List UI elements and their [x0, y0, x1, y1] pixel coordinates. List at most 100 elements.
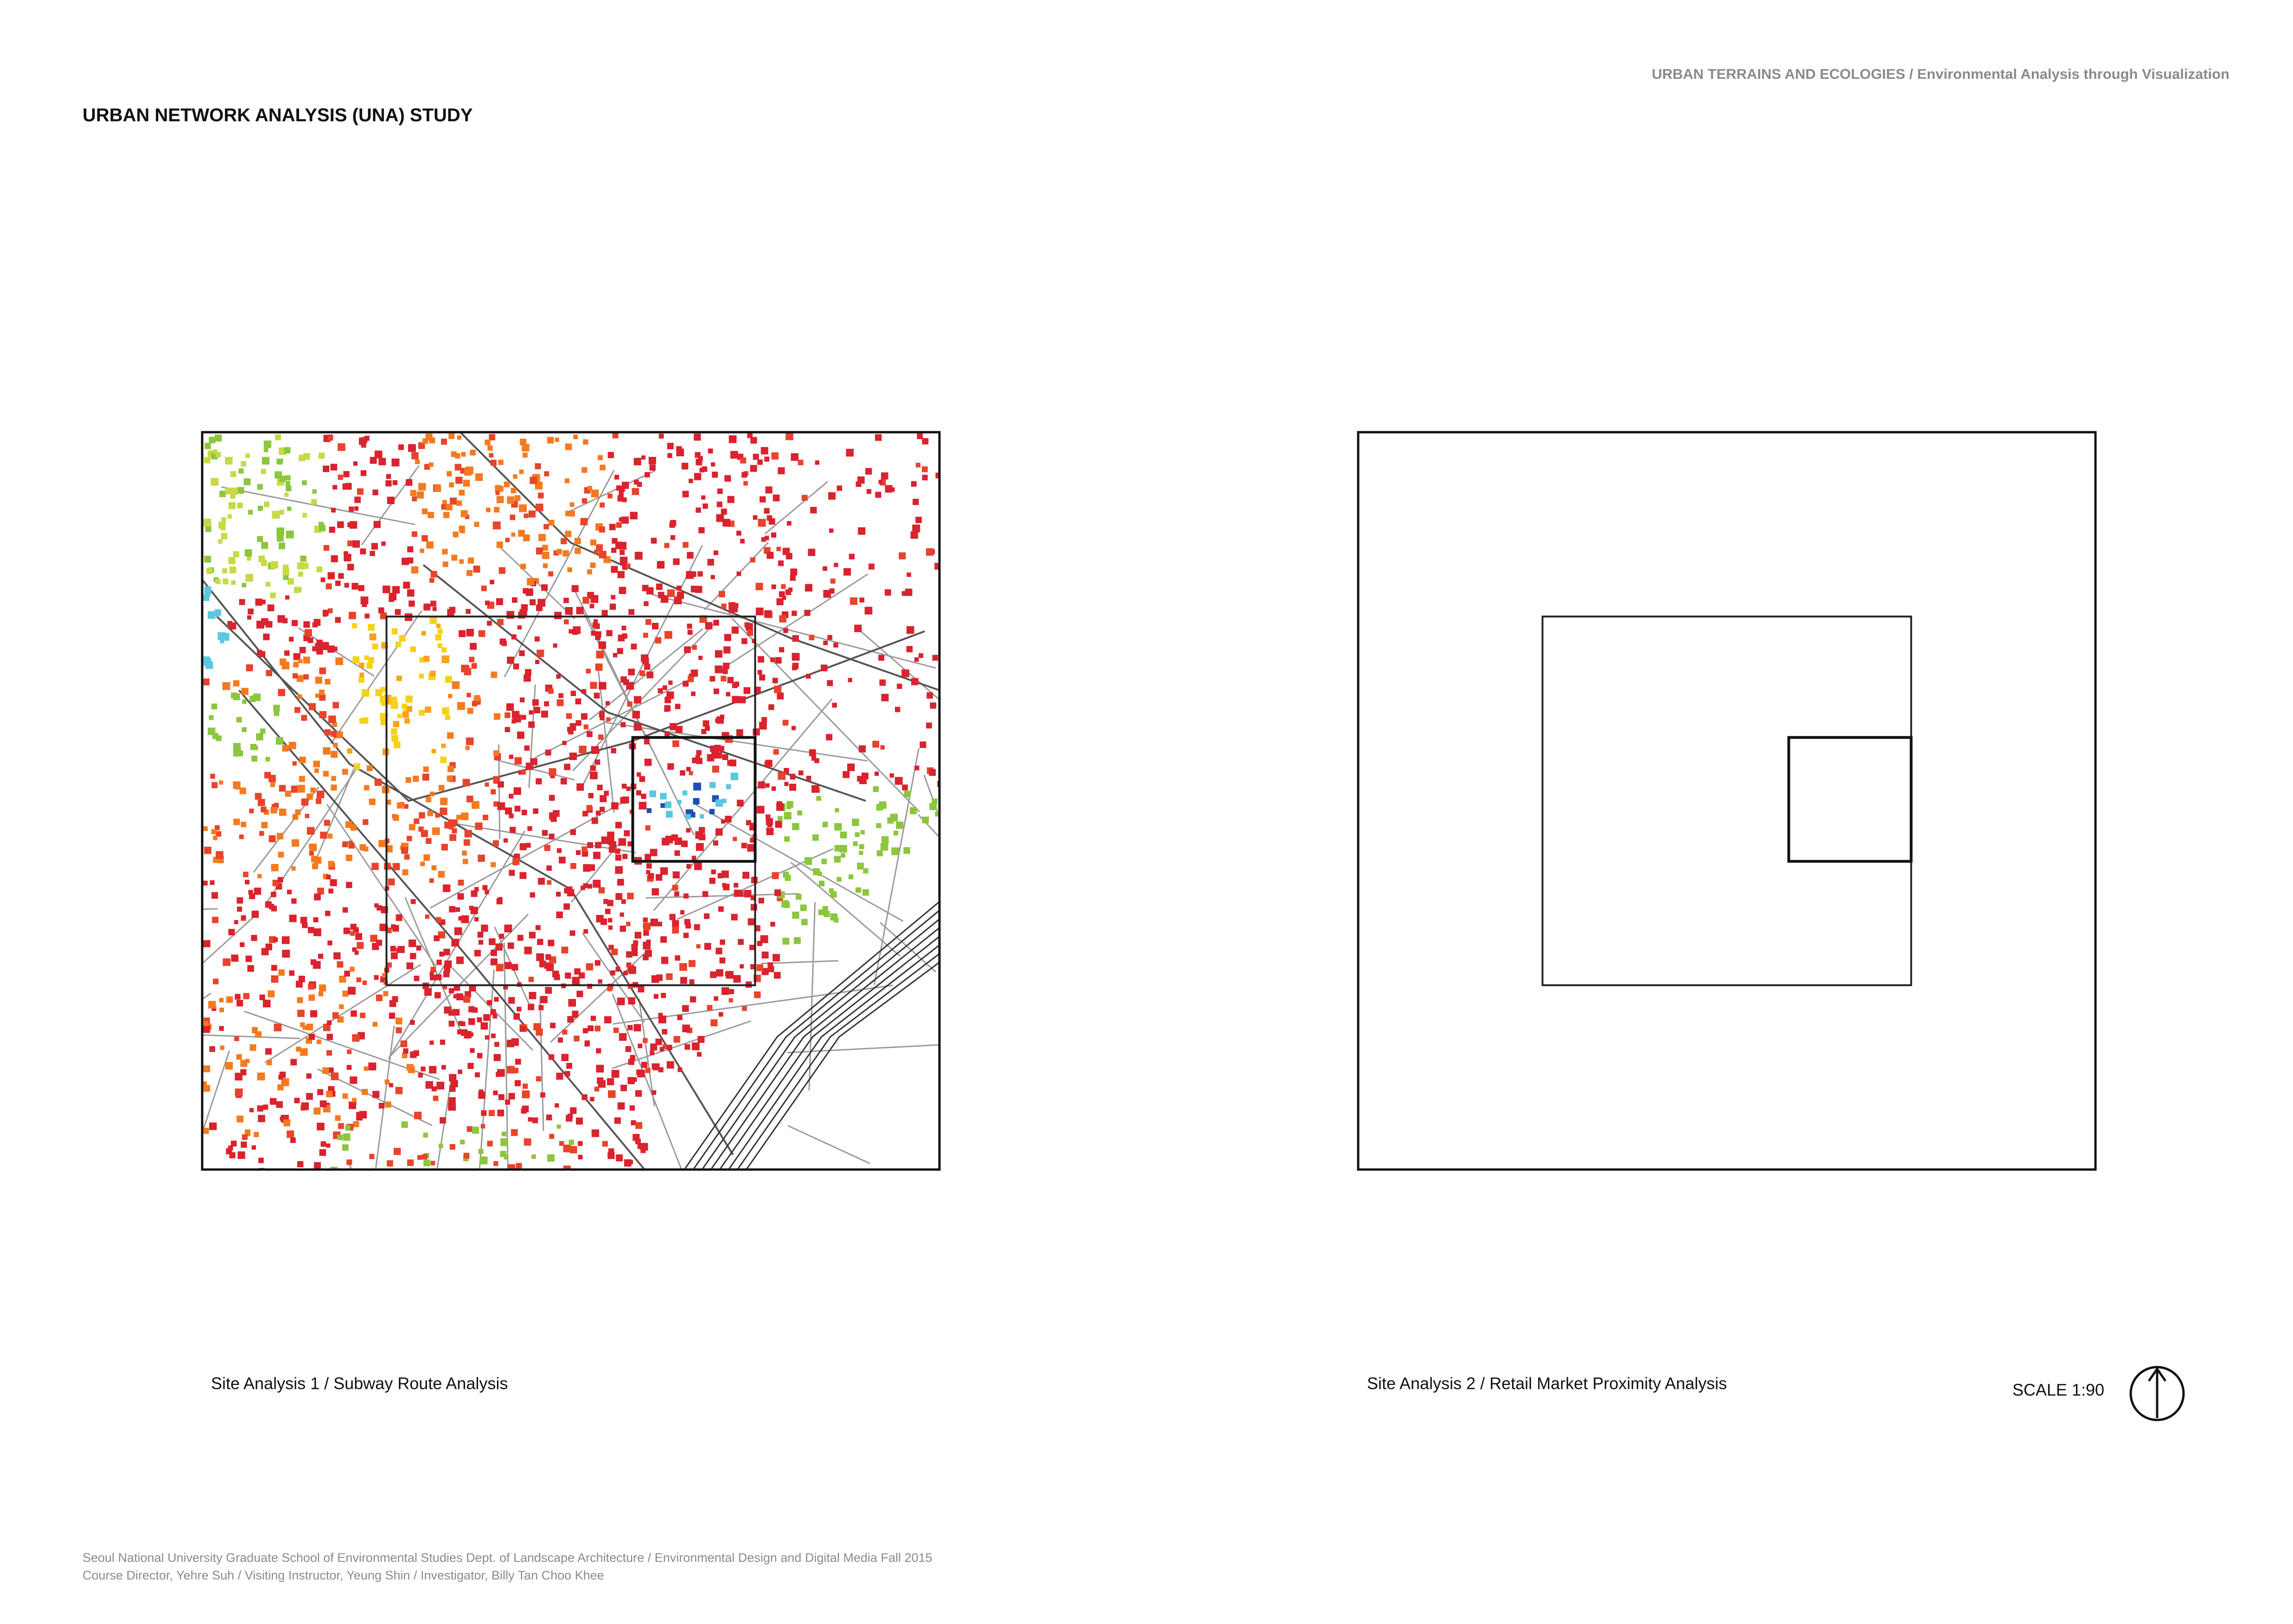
building-square	[319, 1100, 327, 1107]
building-square	[257, 505, 263, 511]
building-square	[485, 782, 489, 787]
building-square	[926, 722, 932, 729]
building-square	[633, 458, 641, 466]
building-square	[383, 585, 390, 594]
building-square	[713, 620, 719, 626]
building-square	[416, 945, 422, 951]
building-square	[644, 664, 651, 670]
building-square	[227, 621, 233, 626]
building-square	[452, 828, 457, 834]
building-square	[538, 877, 545, 885]
building-square	[811, 756, 817, 761]
building-square	[547, 437, 554, 444]
building-square	[331, 751, 338, 758]
building-square	[379, 923, 387, 931]
building-square	[478, 855, 485, 862]
building-square	[326, 1050, 332, 1056]
building-square	[615, 542, 623, 549]
building-square	[661, 957, 669, 964]
street	[2094, 1046, 2262, 1155]
building-square	[837, 876, 842, 882]
building-square	[556, 1124, 561, 1129]
building-square	[567, 567, 572, 572]
building-square	[583, 724, 588, 729]
building-square	[565, 511, 571, 517]
building-square	[474, 917, 479, 921]
building-square	[312, 863, 319, 870]
building-square	[385, 1101, 391, 1108]
building-square	[266, 1060, 272, 1066]
building-square	[305, 813, 309, 818]
building-square	[698, 656, 703, 660]
building-square	[448, 988, 454, 993]
building-square	[268, 990, 275, 997]
building-square	[753, 454, 759, 460]
building-square	[470, 449, 476, 456]
building-square	[873, 786, 879, 792]
building-square	[815, 460, 819, 465]
building-square	[553, 550, 559, 556]
building-square	[279, 659, 287, 665]
building-square	[844, 570, 849, 575]
building-square	[658, 921, 662, 927]
building-square	[257, 1105, 263, 1112]
building-square	[905, 588, 913, 596]
building-square	[294, 707, 300, 713]
building-square	[692, 645, 697, 650]
building-square	[730, 451, 738, 459]
building-square	[331, 508, 336, 513]
building-square	[313, 917, 319, 922]
building-square	[274, 1023, 282, 1031]
building-square	[615, 966, 620, 972]
building-square	[876, 850, 883, 857]
building-square	[932, 798, 938, 804]
building-square	[727, 677, 734, 684]
building-square	[475, 822, 483, 830]
building-square	[628, 966, 636, 974]
building-square	[672, 740, 679, 748]
building-square	[530, 892, 535, 898]
building-square	[504, 481, 510, 487]
building-square	[632, 1077, 637, 1082]
building-square	[300, 917, 307, 924]
building-square	[614, 474, 620, 480]
building-square	[848, 874, 854, 880]
building-square	[456, 815, 461, 820]
building-square	[445, 715, 450, 720]
highway	[745, 961, 939, 1170]
building-square	[495, 491, 500, 495]
building-square	[348, 612, 356, 620]
building-square	[418, 1073, 423, 1078]
building-square	[326, 583, 332, 589]
building-square	[236, 1054, 242, 1060]
highway	[683, 901, 939, 1170]
building-square	[734, 603, 739, 608]
building-square	[498, 486, 504, 492]
building-square	[859, 597, 864, 603]
building-square	[306, 1023, 313, 1030]
building-square	[515, 1059, 521, 1065]
building-square	[293, 653, 300, 660]
building-square	[540, 1092, 545, 1098]
building-square	[695, 586, 703, 593]
building-square	[672, 920, 679, 927]
building-square	[702, 466, 708, 472]
building-square	[829, 888, 834, 893]
building-square	[556, 911, 563, 919]
building-square	[756, 964, 763, 972]
building-square	[220, 1045, 224, 1050]
building-square	[359, 672, 364, 678]
building-square	[273, 704, 280, 711]
building-square	[611, 548, 617, 553]
building-square	[658, 592, 664, 599]
building-square	[764, 610, 772, 618]
building-square	[655, 1038, 662, 1045]
street	[764, 481, 829, 535]
building-square	[776, 598, 784, 606]
building-square	[431, 748, 436, 754]
building-square	[293, 662, 299, 667]
building-square	[435, 813, 440, 818]
building-square	[702, 891, 709, 897]
building-square	[445, 676, 452, 683]
street	[202, 1050, 230, 1135]
